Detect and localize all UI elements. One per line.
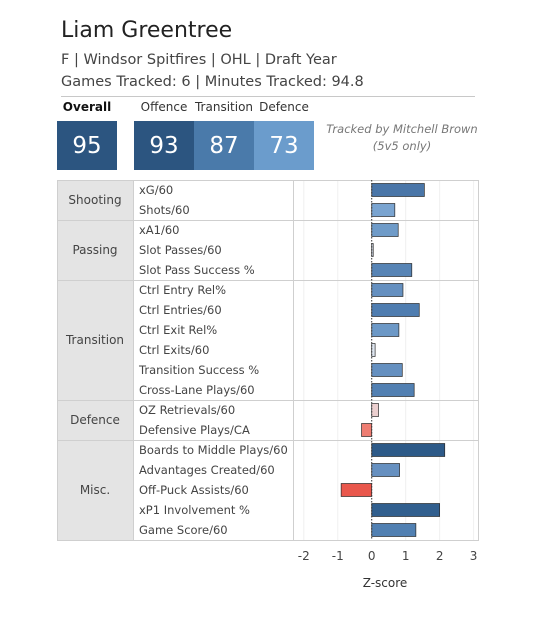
rating-box-defence: 73	[254, 121, 314, 170]
metric-bar	[371, 443, 446, 457]
tracked-by-note: Tracked by Mitchell Brown (5v5 only)	[322, 121, 482, 155]
metric-label: Slot Passes/60	[139, 243, 222, 257]
metric-bar	[371, 263, 413, 277]
metric-bar	[371, 503, 440, 517]
player-info: F | Windsor Spitfires | OHL | Draft Year	[61, 52, 337, 68]
metric-label: Ctrl Exit Rel%	[139, 323, 217, 337]
metric-bar	[371, 303, 420, 317]
player-name: Liam Greentree	[61, 18, 233, 43]
group-cell-bg	[57, 440, 133, 540]
x-tick-label: -1	[332, 549, 344, 563]
metric-bar	[371, 403, 379, 417]
tracking-summary: Games Tracked: 6 | Minutes Tracked: 94.8	[61, 74, 364, 90]
group-label: Transition	[65, 333, 124, 347]
group-cell-bg	[57, 220, 133, 280]
metric-label: xG/60	[139, 183, 173, 197]
group-cell-bg	[57, 180, 133, 220]
x-tick-label: 1	[402, 549, 410, 563]
tracked-by-text: Tracked by Mitchell Brown	[326, 122, 478, 136]
x-tick-label: 2	[436, 549, 444, 563]
metric-bar	[371, 383, 415, 397]
chart-border	[57, 180, 479, 541]
tracked-scope-text: (5v5 only)	[372, 139, 432, 153]
metric-bar	[371, 183, 425, 197]
metric-bar	[371, 283, 404, 297]
metric-label: Advantages Created/60	[139, 463, 275, 477]
group-label: Misc.	[80, 483, 110, 497]
group-cell-bg	[57, 400, 133, 440]
group-cell-bg	[57, 280, 133, 400]
metric-label: Game Score/60	[139, 523, 228, 537]
rating-label-overall: Overall	[62, 100, 112, 114]
metric-bar	[371, 323, 400, 337]
rating-label-offence: Offence	[140, 100, 188, 114]
metric-bar	[371, 523, 417, 537]
metric-label: Ctrl Exits/60	[139, 343, 209, 357]
metric-label: OZ Retrievals/60	[139, 403, 235, 417]
rating-box-transition: 87	[194, 121, 254, 170]
metric-bar	[371, 203, 396, 217]
group-label: Defence	[70, 413, 120, 427]
metric-label: Defensive Plays/CA	[139, 423, 250, 437]
x-tick-label: 3	[470, 549, 478, 563]
metric-label: Slot Pass Success %	[139, 263, 255, 277]
header-divider	[61, 96, 475, 97]
x-tick-label: 0	[368, 549, 376, 563]
group-label: Shooting	[68, 193, 121, 207]
metric-bar	[371, 363, 403, 377]
rating-box-offence: 93	[134, 121, 194, 170]
rating-box-overall: 95	[57, 121, 117, 170]
rating-label-defence: Defence	[259, 100, 309, 114]
group-label: Passing	[72, 243, 117, 257]
metric-bar	[340, 483, 373, 497]
metric-label: xA1/60	[139, 223, 180, 237]
metric-label: xP1 Involvement %	[139, 503, 250, 517]
metric-label: Ctrl Entry Rel%	[139, 283, 226, 297]
metric-label: Boards to Middle Plays/60	[139, 443, 288, 457]
metric-bar	[371, 463, 400, 477]
metric-label: Ctrl Entries/60	[139, 303, 222, 317]
metric-label: Off-Puck Assists/60	[139, 483, 249, 497]
metric-bar	[371, 343, 376, 357]
x-axis-title: Z-score	[362, 576, 408, 590]
metric-label: Transition Success %	[138, 363, 259, 377]
x-tick-label: -2	[298, 549, 310, 563]
metric-bar	[361, 423, 373, 437]
rating-label-transition: Transition	[194, 100, 254, 114]
metric-label: Shots/60	[139, 203, 190, 217]
metric-label: Cross-Lane Plays/60	[139, 383, 255, 397]
metric-bar	[371, 223, 399, 237]
